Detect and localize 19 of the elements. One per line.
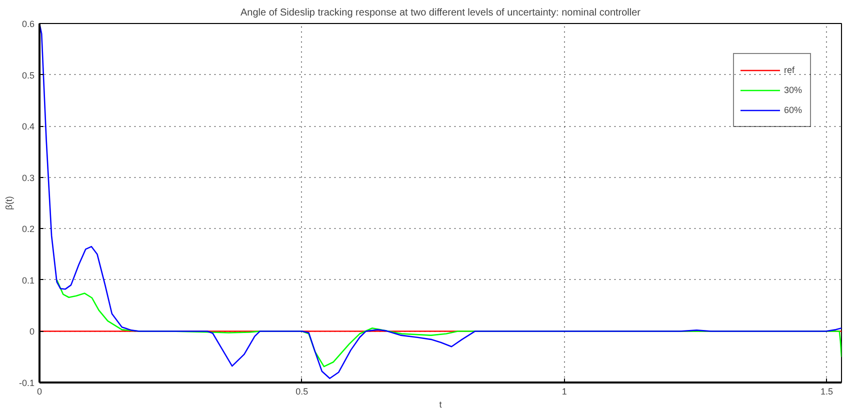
legend-label: 30%: [784, 85, 804, 95]
y-tick-label: 0: [29, 326, 35, 337]
y-tick-label: 0.5: [22, 70, 35, 80]
y-tick-label: 0.6: [22, 19, 35, 29]
y-tick-label: 0.3: [22, 172, 35, 183]
x-axis-title: t: [439, 400, 442, 410]
y-axis-title: β(t): [4, 196, 14, 210]
y-tick-label: 0.1: [22, 275, 35, 286]
line-series: [40, 24, 842, 380]
x-tick-label: 0.5: [296, 386, 308, 396]
x-tick-label: 1.5: [820, 386, 834, 396]
y-tick-label: 0.2: [22, 224, 35, 234]
legend-label: 60%: [784, 105, 804, 115]
y-tick-label: 0.4: [22, 122, 35, 132]
x-tick-label: 1: [562, 386, 567, 396]
x-tick-label: 0: [36, 386, 42, 396]
legend-label: ref: [784, 65, 796, 75]
chart-title: Angle of Sideslip tracking response at two different levels of uncertainty: nominal controller: [240, 8, 642, 18]
y-tick-label: -0.1: [18, 378, 35, 388]
